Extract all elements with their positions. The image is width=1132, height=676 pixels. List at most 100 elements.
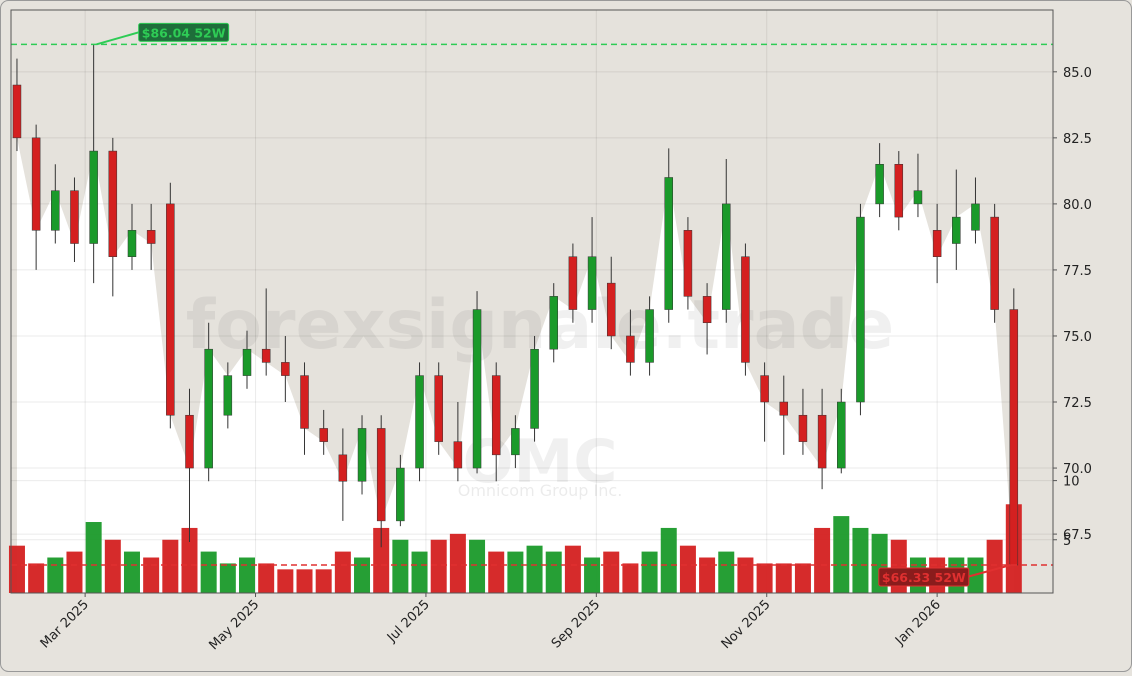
volume-bar bbox=[334, 551, 351, 593]
volume-bar bbox=[430, 539, 447, 593]
candle-body bbox=[530, 348, 539, 429]
candle-body bbox=[453, 441, 463, 469]
volume-bar bbox=[622, 563, 639, 593]
candle-body bbox=[434, 375, 443, 442]
candle-body bbox=[472, 309, 482, 469]
volume-bar bbox=[47, 557, 64, 593]
candle-body bbox=[51, 190, 60, 231]
candle-body bbox=[31, 137, 41, 231]
volume-bar bbox=[104, 539, 121, 593]
candle-body bbox=[683, 230, 693, 297]
candle-body bbox=[568, 256, 578, 310]
y-tick-label: 75.0 bbox=[1063, 330, 1092, 345]
volume-tick-label: 10 bbox=[1063, 475, 1080, 490]
annotation-arrow bbox=[96, 31, 139, 46]
plot-border bbox=[10, 9, 1054, 594]
volume-bar bbox=[258, 563, 275, 593]
candle-body bbox=[127, 230, 137, 257]
candle-body bbox=[798, 414, 808, 442]
candle-body bbox=[606, 282, 616, 337]
candle-body bbox=[338, 454, 348, 482]
candle-body bbox=[741, 256, 750, 363]
candle-body bbox=[108, 150, 118, 257]
candle-body bbox=[223, 375, 233, 416]
candle-body bbox=[837, 401, 846, 469]
annotation-label: $66.33 52W bbox=[882, 570, 966, 585]
candle-body bbox=[913, 190, 923, 205]
watermark-symbol: OMC bbox=[463, 427, 618, 497]
candle-body bbox=[415, 375, 424, 469]
candle-body bbox=[300, 375, 309, 429]
candle-body bbox=[760, 375, 769, 403]
volume-bar bbox=[181, 527, 198, 593]
watermark: forexsignale.trade bbox=[186, 286, 895, 365]
volume-bar bbox=[679, 545, 696, 593]
volume-bar bbox=[315, 569, 332, 593]
candle-body bbox=[856, 216, 865, 403]
volume-bar bbox=[449, 533, 466, 593]
volume-bar bbox=[794, 563, 811, 593]
candle-body bbox=[146, 230, 156, 244]
volume-bar bbox=[411, 551, 428, 593]
candle-body bbox=[645, 309, 654, 363]
volume-bar bbox=[373, 527, 390, 593]
candle-body bbox=[549, 296, 558, 350]
annotation-box bbox=[138, 22, 230, 42]
candle-body bbox=[587, 256, 597, 310]
volume-bar bbox=[833, 516, 850, 593]
volume-bar bbox=[143, 557, 160, 593]
watermark-company: Omnicom Group Inc. bbox=[458, 481, 623, 500]
candle-body bbox=[875, 164, 884, 205]
volume-bar bbox=[162, 539, 179, 593]
volume-bar bbox=[814, 527, 831, 593]
volume-bar bbox=[488, 551, 505, 593]
y-tick-label: 85.0 bbox=[1063, 66, 1092, 81]
volume-bar bbox=[756, 563, 773, 593]
candle-body bbox=[511, 428, 520, 456]
price-area bbox=[16, 137, 1014, 593]
candle-body bbox=[894, 164, 904, 218]
candle-body bbox=[261, 348, 271, 363]
volume-bar bbox=[986, 539, 1003, 593]
volume-tick-label: 5 bbox=[1063, 534, 1071, 549]
volume-bar bbox=[526, 545, 543, 593]
candle-body bbox=[319, 428, 328, 442]
volume-bar bbox=[85, 522, 102, 593]
y-tick-label: 82.5 bbox=[1063, 132, 1092, 147]
volume-bar bbox=[603, 551, 620, 593]
volume-bar bbox=[239, 557, 256, 593]
candle-body bbox=[971, 203, 980, 231]
annotation-arrow bbox=[966, 564, 1012, 578]
annotation-box bbox=[878, 567, 970, 587]
volume-bar bbox=[699, 557, 716, 593]
volume-bar bbox=[584, 557, 601, 593]
volume-bar bbox=[219, 563, 236, 593]
y-tick-label: 77.5 bbox=[1063, 264, 1092, 279]
candle-body bbox=[491, 375, 501, 456]
volume-bar bbox=[200, 551, 217, 593]
volume-bar bbox=[775, 563, 792, 593]
volume-bar bbox=[641, 551, 658, 593]
candle-body bbox=[166, 203, 175, 416]
candle-body bbox=[952, 216, 961, 244]
volume-bar bbox=[564, 545, 581, 593]
volume-bar bbox=[392, 539, 409, 593]
volume-bar bbox=[507, 551, 524, 593]
volume-bar bbox=[277, 569, 294, 593]
volume-bar bbox=[469, 539, 486, 593]
volume-bar bbox=[718, 551, 735, 593]
volume-bar bbox=[737, 557, 754, 593]
volume-bar bbox=[545, 551, 562, 593]
candle-body bbox=[357, 428, 367, 482]
candle-body bbox=[626, 335, 635, 363]
candle-body bbox=[396, 467, 405, 522]
volume-bar bbox=[354, 557, 371, 593]
candle-body bbox=[817, 414, 827, 469]
volume-bar bbox=[66, 551, 83, 593]
annotation-label: $86.04 52W bbox=[142, 25, 226, 40]
candle-body bbox=[376, 428, 386, 522]
candle-body bbox=[722, 203, 731, 310]
volume-bar bbox=[123, 551, 140, 593]
